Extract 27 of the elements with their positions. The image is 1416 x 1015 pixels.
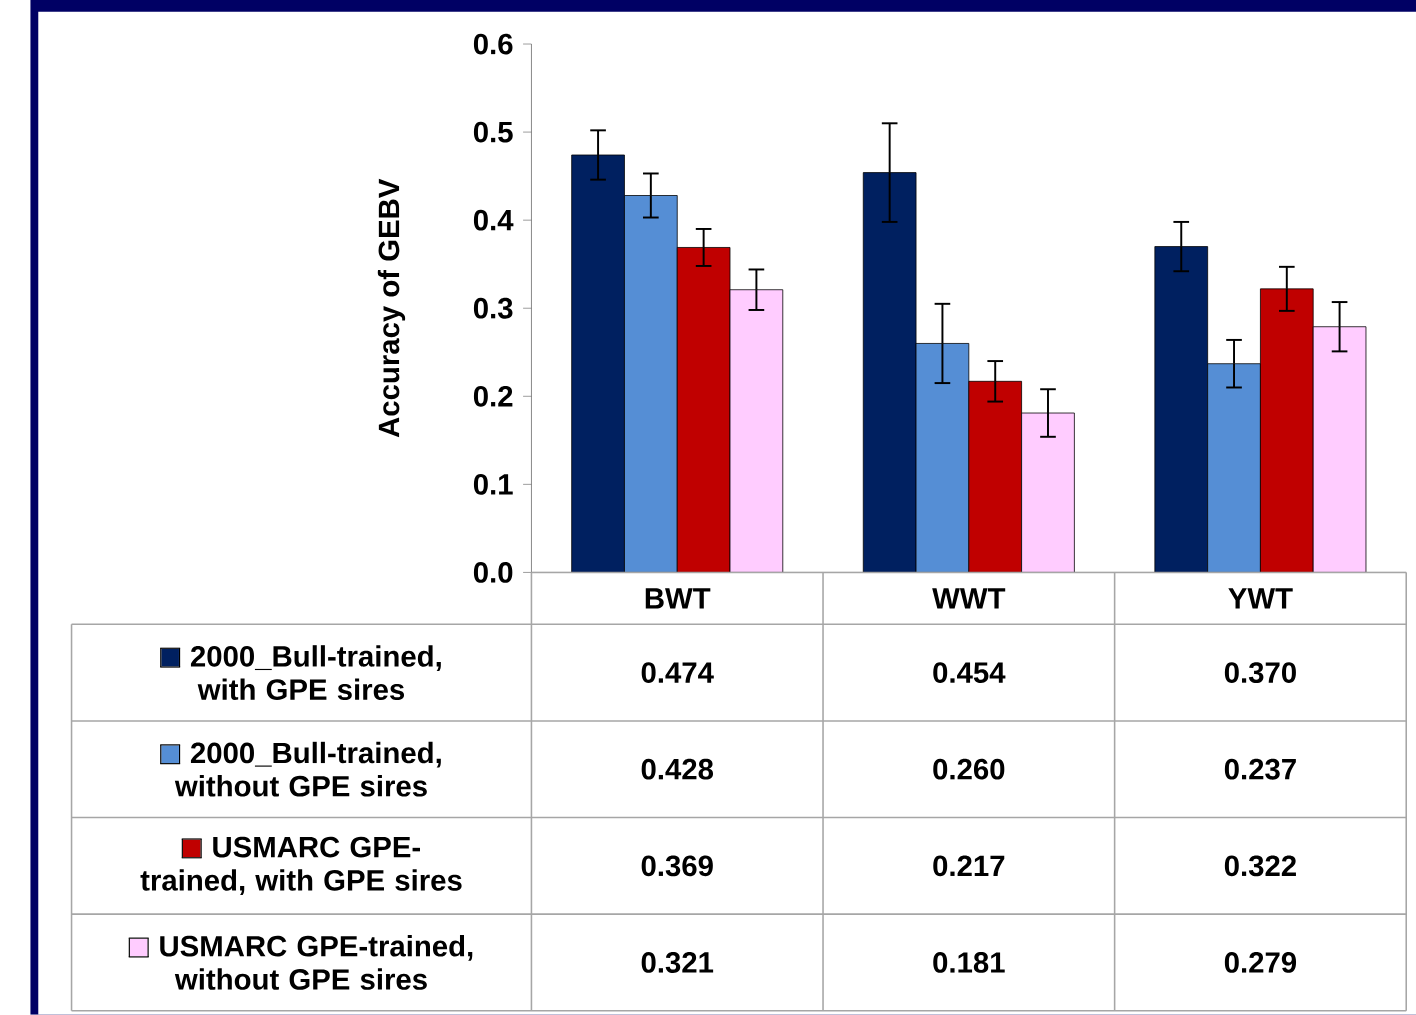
- data-label: 0.370: [1224, 662, 1296, 684]
- data-label: 0.260: [933, 758, 1005, 780]
- x-tick-label: YWT: [1228, 588, 1293, 609]
- y-axis-title: Accuracy of GEBV: [377, 178, 406, 438]
- legend-label: USMARC GPE-trained, with GPE sires: [140, 836, 462, 896]
- legend-label: 2000_Bull-trained, without GPE sires: [174, 741, 441, 797]
- data-label: 0.279: [1224, 952, 1297, 974]
- data-label: 0.369: [641, 855, 713, 877]
- y-tick-label: 0.1: [473, 474, 513, 495]
- y-tick-label: 0.0: [473, 562, 513, 583]
- data-label: 0.217: [933, 855, 1005, 877]
- y-tick-label: 0.5: [473, 121, 513, 143]
- y-tick-label: 0.3: [473, 297, 513, 319]
- data-label: 0.474: [641, 662, 714, 684]
- data-label: 0.237: [1224, 758, 1296, 780]
- data-label: 0.181: [933, 952, 1005, 974]
- data-label: 0.428: [641, 758, 714, 780]
- data-label: 0.321: [641, 952, 714, 974]
- x-tick-label: BWT: [645, 588, 711, 609]
- y-tick-label: 0.2: [473, 386, 513, 407]
- legend-label: USMARC GPE-trained, without GPE sires: [160, 935, 473, 991]
- data-label: 0.322: [1224, 855, 1296, 877]
- y-tick-label: 0.6: [473, 33, 513, 55]
- x-tick-label: WWT: [932, 588, 1006, 609]
- y-tick-label: 0.4: [473, 209, 514, 231]
- legend-label: 2000_Bull-trained, with GPE sires: [190, 645, 441, 701]
- data-label: 0.454: [933, 662, 1006, 684]
